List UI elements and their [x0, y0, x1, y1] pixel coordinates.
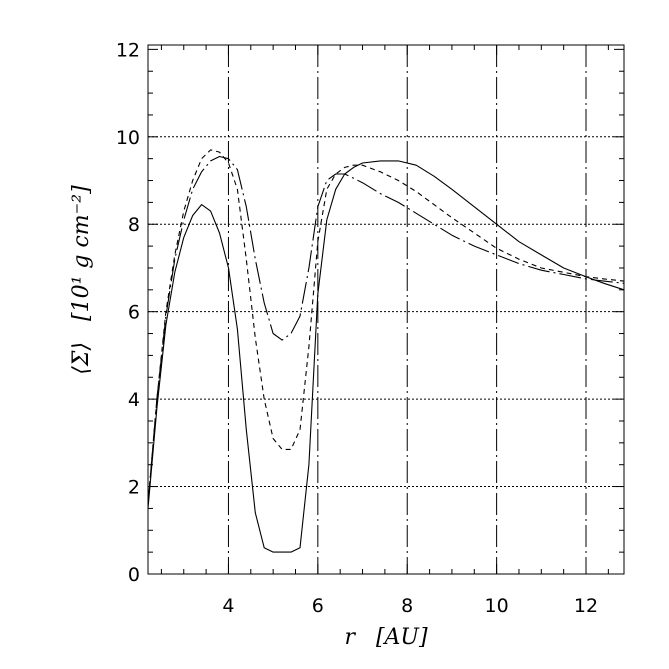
y-axis-label: ⟨Σ⟩ [10¹ g cm⁻²]: [69, 185, 94, 375]
x-tick-label: 4: [222, 595, 234, 617]
x-tick-label: 8: [401, 595, 413, 617]
y-tick-label: 4: [128, 389, 140, 411]
series-line-3: [147, 155, 625, 505]
axis-ticks: [148, 45, 624, 575]
tick-labels: 4 6 8 10 12 0 2 4 6 8 10 12: [116, 39, 598, 617]
plot-frame: [147, 44, 625, 575]
y-tick-label: 2: [128, 477, 140, 499]
y-tick-label: 8: [128, 214, 140, 236]
y-tick-label: 10: [116, 127, 140, 149]
series-lines: [147, 149, 625, 553]
y-tick-label: 0: [128, 564, 140, 586]
series-line-1: [147, 160, 625, 553]
series-line-2: [147, 149, 625, 505]
x-tick-label: 10: [485, 595, 509, 617]
grid-lines: [148, 45, 624, 574]
x-tick-label: 6: [312, 595, 324, 617]
x-tick-label: 12: [574, 595, 598, 617]
y-tick-label: 6: [128, 302, 140, 324]
y-tick-label: 12: [116, 39, 140, 61]
x-axis-label: r [AU]: [344, 625, 428, 650]
